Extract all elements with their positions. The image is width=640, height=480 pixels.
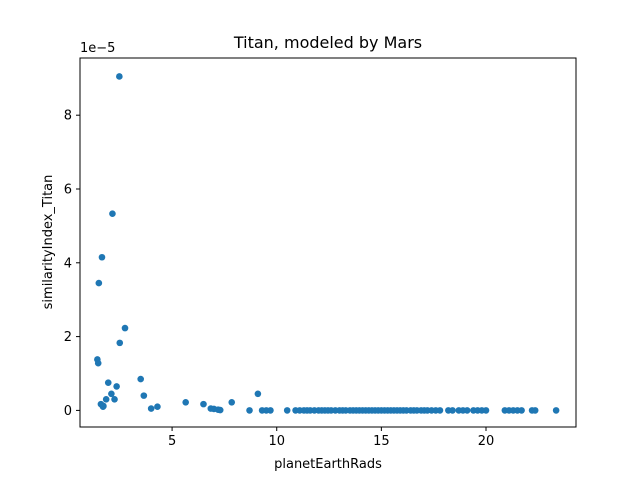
data-point — [182, 398, 189, 406]
data-point — [228, 398, 236, 406]
data-point — [283, 407, 291, 414]
data-point — [449, 407, 456, 414]
data-point — [154, 403, 161, 411]
data-point — [552, 407, 560, 414]
data-point — [463, 407, 471, 414]
x-axis-label: planetEarthRads — [274, 457, 382, 472]
data-point — [108, 390, 115, 398]
y-tick-label: 2 — [64, 330, 72, 345]
data-point — [140, 392, 148, 399]
data-point — [216, 406, 224, 414]
x-tick-label: 20 — [478, 434, 495, 449]
data-point — [104, 379, 112, 387]
data-point — [102, 396, 110, 403]
data-point — [531, 407, 539, 414]
chart-title: Titan, modeled by Mars — [233, 33, 422, 52]
x-tick-label: 15 — [373, 434, 390, 449]
data-point — [100, 402, 107, 410]
data-point — [111, 396, 118, 403]
data-point — [137, 375, 144, 383]
x-tick-label: 10 — [268, 434, 285, 449]
data-point — [121, 324, 129, 332]
data-point — [94, 359, 102, 367]
y-tick-label: 0 — [64, 404, 72, 419]
data-point — [109, 210, 116, 218]
y-axis-label: similarityIndex_Titan — [41, 175, 56, 310]
data-point — [98, 253, 106, 261]
data-point — [246, 407, 253, 414]
data-point — [116, 73, 123, 80]
data-point — [436, 407, 444, 414]
plot-frame — [79, 57, 577, 428]
y-offset-label: 1e−5 — [80, 41, 115, 56]
ticks-layer: 5 10 15 20 0 2 4 6 8 — [64, 109, 495, 449]
data-point — [116, 339, 124, 347]
data-point — [147, 405, 155, 412]
y-tick-label: 6 — [64, 182, 72, 197]
data-point — [113, 383, 120, 390]
x-tick-label: 5 — [168, 434, 176, 449]
y-tick-label: 4 — [64, 256, 72, 271]
data-point — [200, 400, 207, 408]
data-point — [254, 390, 262, 398]
data-point — [482, 407, 490, 414]
y-tick-label: 8 — [64, 109, 72, 124]
points-layer — [94, 73, 560, 414]
data-point — [267, 407, 274, 414]
data-point — [95, 279, 103, 287]
data-point — [518, 407, 525, 414]
